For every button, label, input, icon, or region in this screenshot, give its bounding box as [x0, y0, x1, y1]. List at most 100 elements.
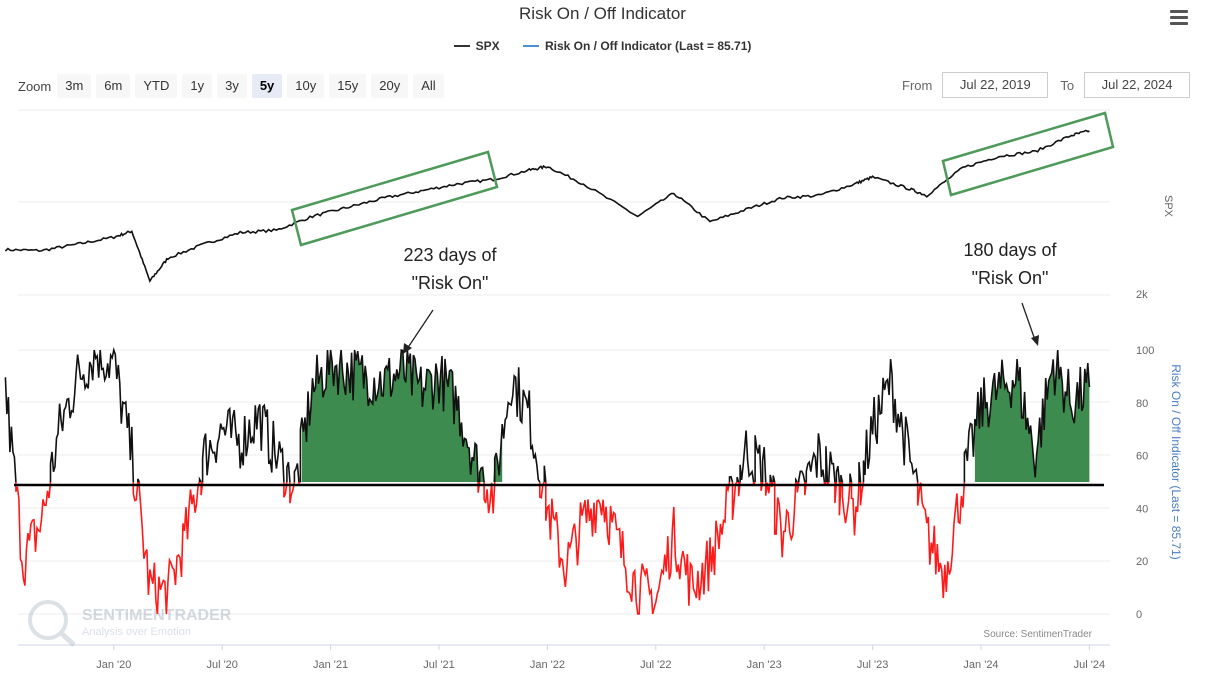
indicator-line-risk-off	[850, 481, 860, 536]
indicator-line-risk-off	[731, 481, 738, 520]
watermark-handle	[58, 630, 76, 647]
legend-line-icon	[522, 45, 539, 47]
indicator-line-segment	[198, 476, 202, 483]
from-label: From	[902, 77, 933, 93]
x-tick-label: Jan '23	[747, 659, 782, 671]
annotation-1-line2: "Risk On"	[412, 273, 489, 293]
indicator-line-segment	[201, 403, 285, 483]
indicator-line-segment	[49, 346, 135, 483]
indicator-line-segment	[805, 433, 826, 483]
x-tick-label: Jan '20	[96, 659, 131, 671]
chart-title: Risk On / Off Indicator	[519, 4, 686, 23]
zoom-button-3m[interactable]: 3m	[57, 74, 92, 98]
x-tick-label: Jul '20	[206, 659, 237, 671]
indicator-tick-label: 20	[1136, 556, 1148, 568]
indicator-line-segment	[293, 463, 300, 483]
legend-label-spx: SPX	[475, 39, 500, 53]
indicator-tick-label: 100	[1136, 345, 1154, 357]
x-tick-label: Jul '24	[1074, 659, 1105, 671]
zoom-button-3y[interactable]: 3y	[217, 74, 247, 98]
indicator-line-segment	[543, 465, 547, 483]
indicator-line-risk-off	[15, 481, 52, 586]
x-tick-label: Jan '22	[530, 659, 565, 671]
annotation-2-line2: "Risk On"	[972, 268, 1049, 288]
indicator-line-risk-off	[289, 481, 296, 504]
indicator-line-risk-off	[773, 481, 797, 558]
zoom-button-6m[interactable]: 6m	[96, 74, 131, 98]
indicator-line-segment	[769, 474, 773, 483]
indicator-ticks: 0 20 40 60 80 100	[1136, 345, 1154, 621]
indicator-tick-label: 0	[1136, 609, 1142, 621]
indicator-line-segment	[828, 451, 836, 483]
indicator-line-segment	[849, 473, 853, 483]
indicator-line-segment	[4, 377, 17, 483]
to-date-input[interactable]: Jul 22, 2024	[1084, 72, 1191, 98]
indicator-line-risk-off	[859, 481, 865, 506]
indicator-line-segment	[286, 461, 291, 483]
annotation-2-arrow	[1021, 302, 1036, 341]
zoom-label: Zoom	[18, 78, 52, 94]
annotation-1-arrow	[406, 309, 434, 350]
x-tick-label: Jul '22	[640, 659, 671, 671]
hamburger-menu-icon[interactable]	[1170, 10, 1188, 26]
indicator-line-risk-off	[298, 481, 301, 485]
risk-on-area-2	[974, 350, 1090, 482]
indicator-line-segment	[794, 477, 798, 483]
indicator-line-risk-off	[283, 481, 288, 498]
indicator-line-risk-off	[138, 481, 201, 615]
annotation-1-arrowhead	[403, 343, 412, 354]
legend-item-spx[interactable]: SPX	[453, 39, 500, 53]
indicator-line-risk-off	[770, 481, 774, 488]
indicator-line-segment	[840, 474, 844, 483]
zoom-button-10y[interactable]: 10y	[287, 74, 325, 98]
indicator-line-segment	[761, 447, 767, 483]
highlight-box-2024	[941, 111, 1115, 197]
indicator-line-risk-off	[483, 481, 496, 514]
x-tick-label: Jul '21	[423, 659, 454, 671]
indicator-line-risk-off	[477, 481, 481, 493]
indicator-line-risk-off	[834, 481, 838, 504]
indicator-line-segment	[137, 478, 141, 483]
indicator-line-risk-off	[796, 481, 800, 493]
zoom-button-20y[interactable]: 20y	[371, 74, 409, 98]
zoom-bar: Zoom 3m 6m YTD 1y 3y 5y 10y 15y 20y All	[18, 74, 449, 98]
source-credit: Source: SentimenTrader	[983, 629, 1092, 640]
spx-tick-label: 2k	[1136, 289, 1148, 301]
indicator-series-layer	[4, 346, 1091, 615]
x-tick-label: Jul '23	[857, 659, 888, 671]
indicator-line-risk-off	[544, 481, 731, 615]
watermark-tagline: Analysis over Emotion	[82, 626, 191, 638]
indicator-line-risk-off	[803, 481, 808, 496]
zoom-button-1y[interactable]: 1y	[182, 74, 213, 98]
indicator-line-risk-off	[764, 481, 771, 496]
indicator-line-risk-off	[132, 481, 139, 502]
from-date-input[interactable]: Jul 22, 2019	[942, 72, 1049, 98]
indicator-tick-label: 80	[1136, 398, 1148, 410]
zoom-button-5y[interactable]: 5y	[251, 74, 283, 98]
indicator-line-segment	[858, 462, 862, 483]
indicator-axis-title: Risk On / Off Indicator (Last = 85.71)	[1169, 364, 1183, 560]
indicator-line-segment	[299, 348, 479, 483]
annotation-2-line1: 180 days of	[963, 240, 1057, 260]
indicator-line-risk-off	[737, 481, 741, 497]
indicator-line-risk-off	[760, 481, 764, 491]
indicator-line-risk-off	[200, 481, 204, 496]
indicator-line-segment	[493, 367, 541, 483]
zoom-button-all[interactable]: All	[413, 74, 444, 98]
to-label: To	[1060, 77, 1075, 93]
date-range: From Jul 22, 2019 To Jul 22, 2024	[902, 72, 1191, 98]
zoom-button-ytd[interactable]: YTD	[135, 74, 178, 98]
watermark-logo-icon	[28, 600, 68, 640]
indicator-line-risk-off	[841, 481, 851, 524]
x-axis-ticks: Jan '20 Jul '20 Jan '21 Jul '21 Jan '22 Jul '…	[96, 645, 1105, 671]
x-tick-label: Jan '21	[313, 659, 348, 671]
spx-series-layer	[4, 129, 1090, 283]
indicator-line-risk-off	[838, 481, 842, 516]
indicator-line-segment	[963, 349, 1091, 482]
zoom-button-15y[interactable]: 15y	[329, 74, 367, 98]
indicator-line-segment	[797, 470, 806, 483]
indicator-line-segment	[835, 465, 841, 483]
legend-item-indicator[interactable]: Risk On / Off Indicator (Last = 85.71)	[522, 39, 751, 53]
indicator-line-segment	[825, 446, 829, 483]
